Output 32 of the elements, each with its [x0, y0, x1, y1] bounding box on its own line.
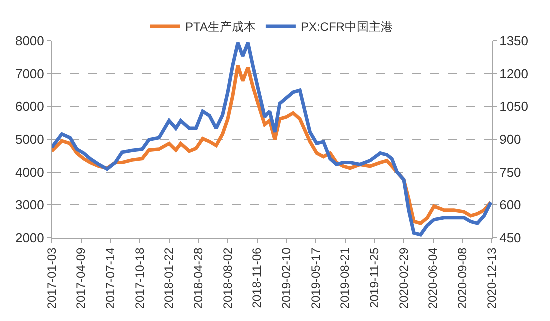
y2-tick-label: 900: [500, 132, 522, 148]
y2-tick-label: 1200: [500, 66, 529, 82]
legend-label: PTA生产成本: [186, 20, 256, 34]
x-tick-label: 2017-07-14: [104, 247, 118, 310]
x-tick-label: 2017-01-03: [44, 247, 59, 310]
x-tick-label: 2020-12-13: [484, 247, 499, 310]
x-tick-label: 2018-04-28: [192, 247, 206, 310]
y2-tick-label: 750: [500, 164, 522, 180]
x-tick-label: 2020-06-04: [426, 247, 440, 310]
y-tick-label: 3000: [15, 198, 44, 213]
x-tick-label: 2019-11-25: [368, 247, 382, 308]
y-tick-label: 4000: [15, 164, 44, 180]
x-tick-label: 2017-04-09: [74, 247, 88, 310]
x-tick-label: 2018-11-06: [250, 247, 264, 308]
y2-tick-label: 1350: [500, 34, 529, 49]
x-tick-label: 2020-09-08: [456, 247, 470, 310]
x-tick-label: 2020-02-29: [396, 247, 411, 310]
x-tick-label: 2018-08-02: [220, 247, 235, 310]
legend-label: PX:CFR中国主港: [300, 20, 393, 34]
y-tick-label: 6000: [15, 99, 44, 114]
y-tick-label: 5000: [15, 132, 44, 148]
y-tick-label: 2000: [15, 230, 44, 246]
x-tick-label: 2019-08-21: [338, 247, 352, 310]
y-tick-label: 8000: [15, 34, 44, 49]
x-tick-label: 2019-05-17: [308, 247, 323, 310]
x-tick-label: 2019-02-10: [280, 247, 294, 310]
y-tick-label: 7000: [15, 66, 44, 82]
y2-tick-label: 450: [500, 230, 522, 246]
y2-tick-label: 1050: [500, 99, 529, 114]
x-tick-label: 2018-01-22: [162, 247, 176, 310]
x-tick-label: 2017-10-18: [132, 247, 147, 310]
y2-tick-label: 600: [500, 198, 522, 213]
